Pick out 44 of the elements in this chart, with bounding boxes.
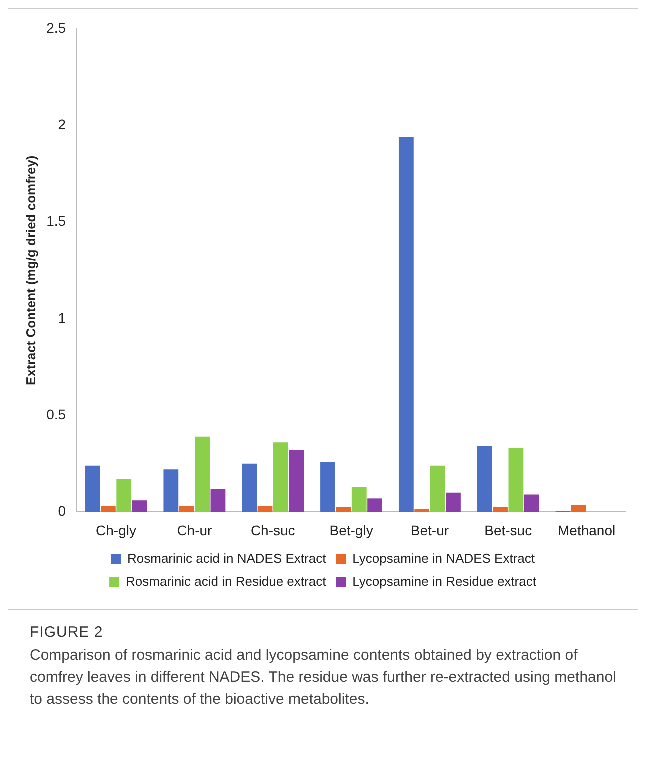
x-tick-label: Bet-ur [410, 522, 450, 538]
x-tick-label: Bet-gly [330, 522, 374, 538]
bar [179, 506, 194, 512]
bar [446, 492, 461, 512]
bar [132, 500, 148, 512]
legend-label: Lycopsamine in NADES Extract [352, 551, 536, 566]
bar [430, 466, 446, 512]
bar [289, 450, 304, 512]
y-axis-title: Extract Content (mg/g dried comfrey) [23, 156, 38, 386]
bar [164, 470, 179, 512]
y-tick-label: 1 [58, 310, 66, 326]
y-tick-label: 0 [58, 503, 66, 520]
legend-label: Rosmarinic acid in NADES Extract [128, 551, 327, 566]
bar [195, 436, 210, 512]
x-tick-label: Ch-suc [250, 522, 296, 538]
bar [85, 466, 100, 512]
bar [100, 506, 116, 512]
bar [210, 489, 226, 512]
bar [508, 448, 524, 512]
x-tick-label: Methanol [558, 522, 616, 538]
bar [398, 137, 414, 512]
legend-label: Lycopsamine in Residue extract [352, 574, 537, 590]
y-tick-label: 1.5 [46, 213, 66, 230]
bar [572, 505, 586, 512]
bar [116, 479, 132, 512]
bar [258, 506, 273, 512]
bar [274, 442, 288, 512]
x-tick-label: Ch-ur [177, 522, 213, 538]
bar [477, 446, 492, 512]
bar [336, 507, 352, 512]
bar [242, 464, 258, 512]
legend-label: Rosmarinic acid in Residue extract [126, 574, 327, 590]
bar [493, 507, 508, 512]
x-tick-label: Bet-suc [484, 522, 532, 538]
text: Comparison of rosmarinic acid and lycopsamine contents obtained by extraction of comfrey leaves in different NADES. The residue was further re-extracted using methanol to assess the contents of the bioactive metabolites. [30, 646, 618, 710]
bar [352, 487, 367, 512]
x-tick-label: Ch-gly [96, 522, 137, 538]
y-tick-label: 2.5 [46, 20, 66, 36]
caption: FIGURE 2 [30, 624, 104, 641]
y-tick-label: 2 [58, 116, 66, 132]
bar [368, 498, 383, 512]
bar [524, 494, 540, 512]
y-tick-label: 0.5 [46, 406, 66, 422]
bar [320, 462, 336, 512]
